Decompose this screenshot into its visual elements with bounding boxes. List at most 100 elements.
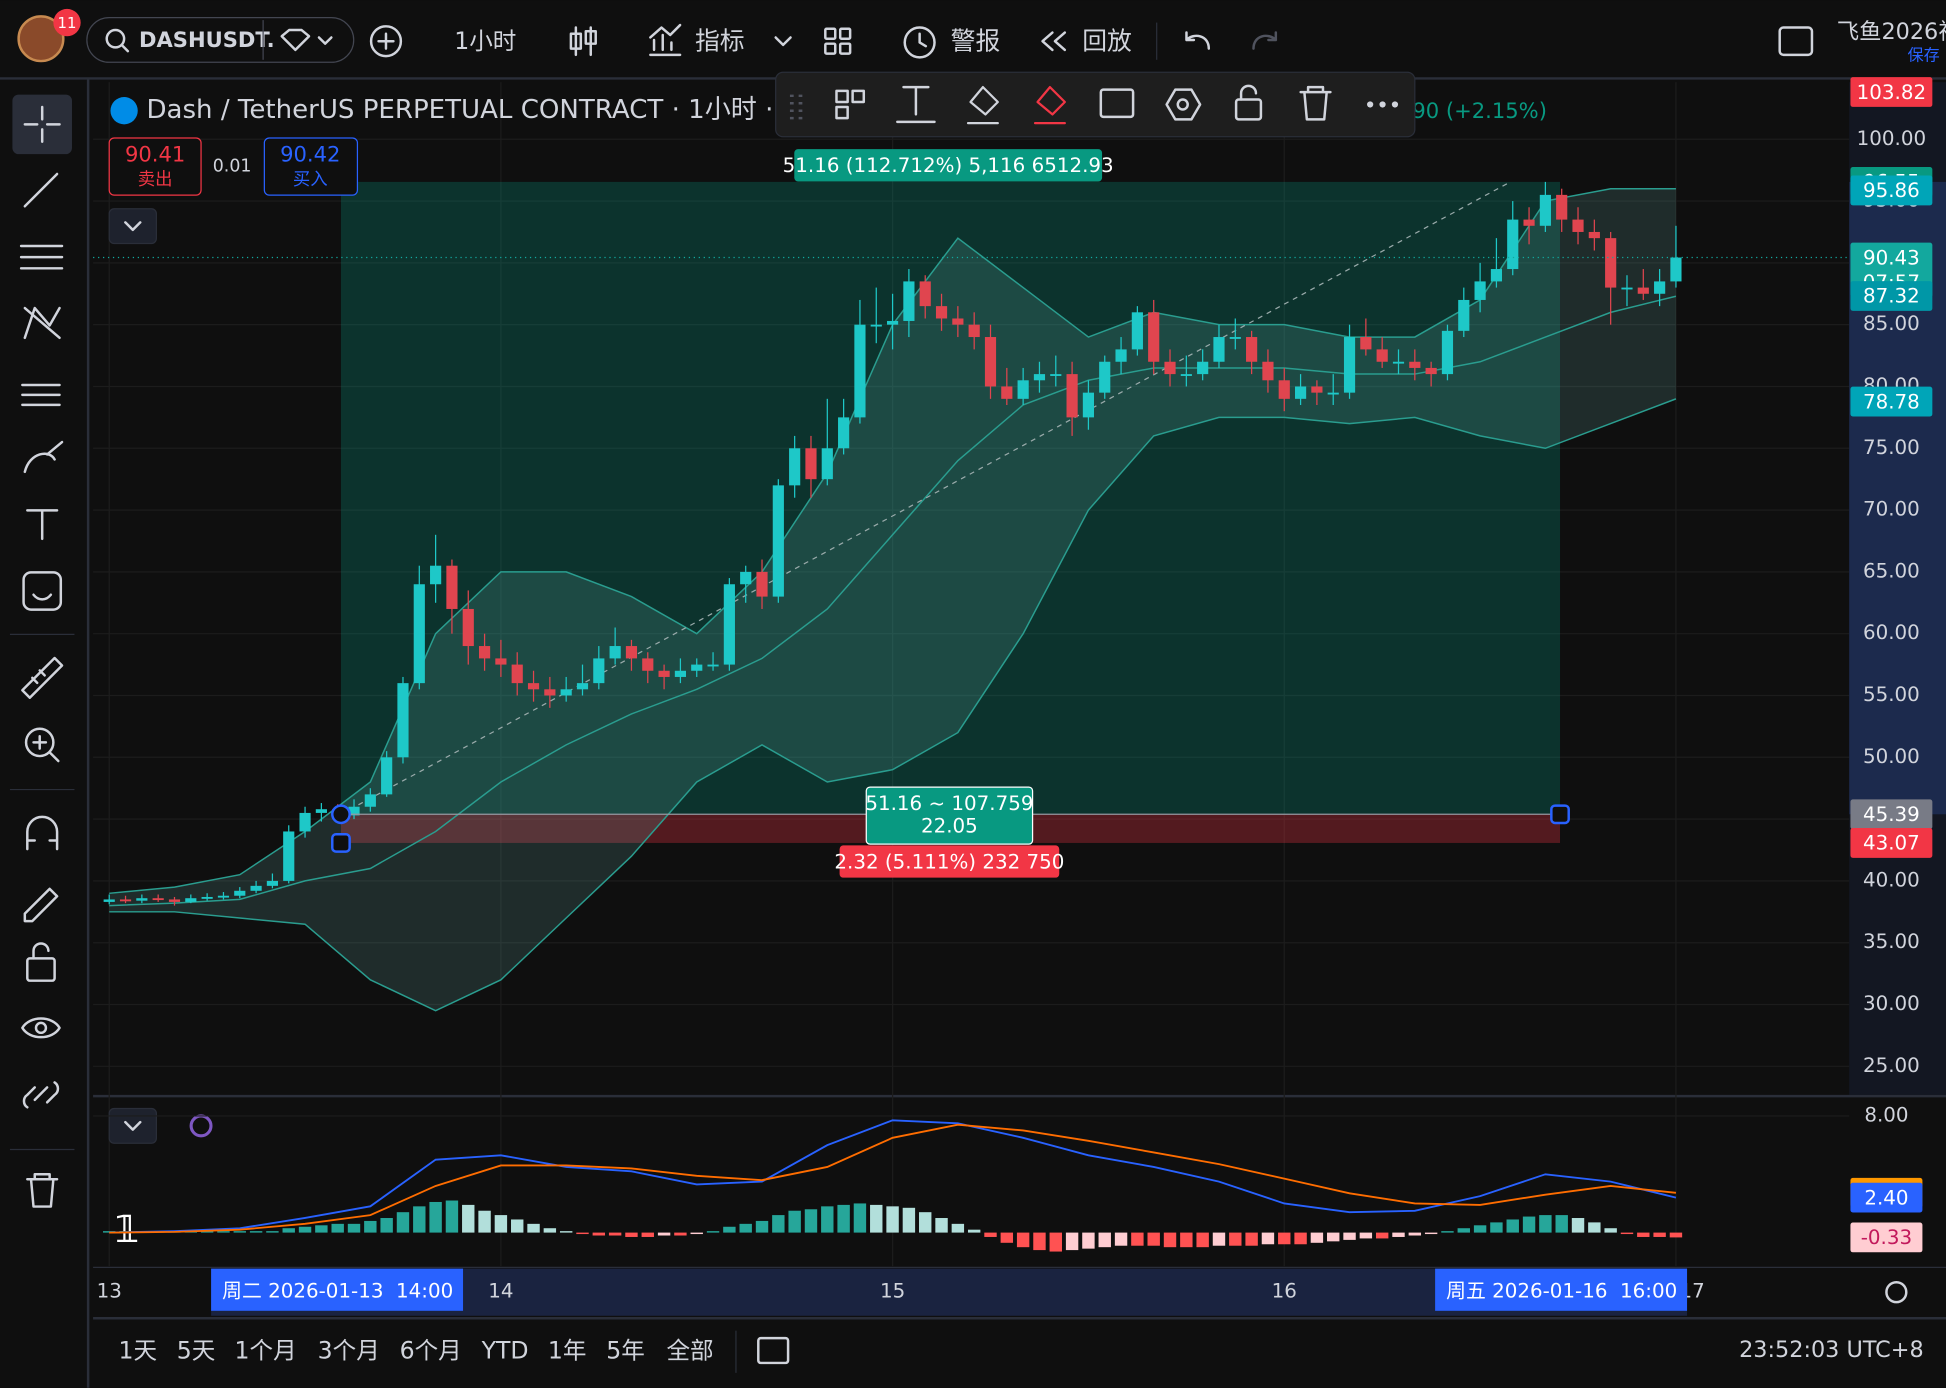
indicators[interactable]: 指标 <box>695 26 745 55</box>
target-label: 51.16 (112.712%) 5,116 6512.93 <box>783 154 1114 177</box>
brush-tool[interactable] <box>23 440 64 474</box>
macd-histogram-bar <box>494 1215 508 1233</box>
handle <box>1550 804 1570 825</box>
ruler-tool[interactable] <box>21 656 64 699</box>
range-button[interactable]: 3个月 <box>318 1336 380 1364</box>
macd-histogram-bar <box>249 1231 263 1233</box>
candle-body <box>968 324 980 338</box>
settings-icon[interactable] <box>1099 88 1135 119</box>
replay[interactable]: 回放 <box>1082 26 1132 55</box>
macd-histogram-bar <box>1098 1232 1111 1248</box>
time-label: 13 <box>97 1280 122 1303</box>
visibility-tool[interactable] <box>21 1017 61 1039</box>
crosshair-tool[interactable] <box>23 105 61 143</box>
handle[interactable] <box>331 804 351 825</box>
ratio-label: 22.05 <box>921 814 978 837</box>
layout-icon[interactable] <box>824 27 837 40</box>
range-button[interactable]: YTD <box>481 1336 529 1364</box>
candle-body <box>1490 269 1503 282</box>
candle-body <box>250 885 262 891</box>
range-label-bg <box>865 786 1034 845</box>
y-tick-label: 100.00 <box>1857 127 1926 150</box>
symbol-search[interactable] <box>86 16 355 63</box>
compare-button[interactable] <box>369 25 403 58</box>
candle-body <box>935 306 948 319</box>
fullscreen[interactable] <box>1778 26 1814 57</box>
save[interactable]: 保存 <box>1908 46 1940 65</box>
collapse-legend[interactable] <box>108 208 157 245</box>
range-button[interactable]: 1年 <box>548 1336 587 1364</box>
candle-body <box>397 683 409 758</box>
sell-price[interactable]: 90.41 <box>125 141 185 166</box>
macd-histogram-bar <box>1506 1219 1519 1233</box>
indicators-icon[interactable] <box>649 23 682 57</box>
undo[interactable] <box>1185 31 1211 50</box>
delete-icon[interactable] <box>1299 85 1332 121</box>
candle-body <box>1082 392 1095 418</box>
pattern-tool[interactable] <box>23 306 61 340</box>
macd-histogram-bar <box>755 1220 769 1233</box>
diamond-icon[interactable] <box>280 28 311 52</box>
macd-histogram-bar <box>1604 1228 1617 1233</box>
candle-body <box>1033 374 1046 381</box>
range-button[interactable]: 全部 <box>666 1336 713 1364</box>
object-icon[interactable] <box>1165 88 1202 121</box>
layout-icon <box>838 27 852 40</box>
candle-body <box>772 485 784 597</box>
candle-body <box>527 683 540 690</box>
buy-price[interactable]: 90.42 <box>280 141 340 166</box>
candle-body <box>886 320 899 325</box>
chart-type-icon <box>569 32 583 50</box>
goto-date[interactable] <box>757 1336 790 1365</box>
candle-body <box>756 571 768 597</box>
layout-name[interactable]: 飞鱼2026视 <box>1837 19 1946 45</box>
emoji-tool[interactable] <box>22 571 63 611</box>
range-button[interactable]: 1天 <box>118 1336 157 1364</box>
fill-icon[interactable] <box>966 85 999 125</box>
symbol[interactable]: DASHUSDT. <box>139 27 275 52</box>
forecast-tool[interactable] <box>21 383 61 407</box>
buy-label[interactable]: 买入 <box>293 170 328 190</box>
more-icon[interactable] <box>1367 101 1374 108</box>
trendline-tool[interactable] <box>23 172 59 208</box>
sell-button[interactable] <box>108 137 202 196</box>
candle-body <box>348 806 360 816</box>
replay-icon[interactable] <box>1041 31 1067 52</box>
range-button[interactable]: 5天 <box>177 1336 216 1364</box>
magnet-tool[interactable] <box>26 815 59 851</box>
lock-icon[interactable] <box>1234 98 1263 121</box>
zoom-tool[interactable] <box>24 727 55 758</box>
redo[interactable] <box>1252 31 1278 50</box>
range-button[interactable]: 5年 <box>606 1336 645 1364</box>
macd-histogram-bar <box>478 1210 491 1233</box>
template-icon[interactable] <box>835 89 849 104</box>
fib-tool[interactable] <box>19 244 64 270</box>
candle-body <box>413 584 425 684</box>
chevron[interactable] <box>774 36 792 47</box>
visibility-tool <box>34 1021 48 1035</box>
range-button[interactable]: 6个月 <box>400 1336 462 1364</box>
macd-line <box>109 1119 1677 1234</box>
alert[interactable]: 警报 <box>951 26 1001 55</box>
delete-tool[interactable] <box>26 1173 59 1208</box>
price-pane <box>93 82 1946 1267</box>
collapse-pane[interactable] <box>108 1107 157 1144</box>
text-tool[interactable] <box>26 509 59 541</box>
avatar[interactable] <box>17 15 65 63</box>
macd-histogram-bar <box>1163 1232 1177 1248</box>
macd-histogram-bar <box>1049 1232 1062 1252</box>
axis-settings[interactable] <box>1885 1281 1908 1304</box>
buy-button[interactable] <box>263 137 359 196</box>
lock-draw-tool[interactable] <box>23 887 59 923</box>
alert-icon[interactable] <box>903 26 936 59</box>
link-tool[interactable] <box>22 1081 60 1109</box>
interval[interactable]: 1小时 <box>454 27 516 55</box>
line-color-icon[interactable] <box>1033 85 1066 125</box>
y-tick-label: 50.00 <box>1863 745 1920 768</box>
macd-histogram-bar <box>1180 1232 1193 1248</box>
text-icon[interactable] <box>896 85 936 124</box>
candle-body <box>234 890 246 896</box>
lock-tool[interactable] <box>26 957 56 982</box>
range-button[interactable]: 1个月 <box>235 1336 297 1364</box>
sell-label[interactable]: 卖出 <box>138 170 173 190</box>
